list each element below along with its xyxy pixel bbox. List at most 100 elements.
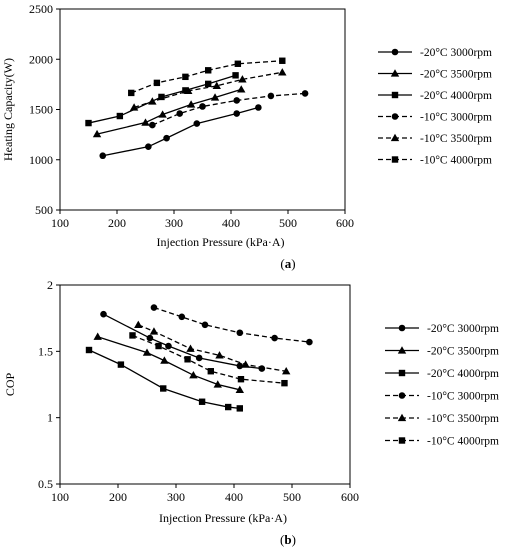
data-point (212, 81, 221, 90)
data-point (153, 79, 161, 87)
y-tick-label: 500 (35, 203, 53, 217)
x-tick-label: 200 (108, 216, 126, 230)
data-point (182, 87, 189, 94)
data-point (160, 356, 169, 364)
data-point (301, 90, 309, 97)
data-point (201, 321, 209, 329)
data-point (178, 313, 186, 321)
y-axis-label: COP (3, 373, 17, 397)
data-point (99, 152, 107, 160)
data-point (234, 60, 242, 67)
data-point (215, 351, 224, 359)
legend-marker (391, 48, 399, 56)
data-point (238, 75, 247, 83)
data-point (210, 93, 220, 101)
x-axis-label: Injection Pressure (kPa·A) (159, 511, 287, 525)
chart-panel-b: 100 200 300 400 500 600 0.5 1 1.5 2 Injection Pres… (3, 278, 499, 547)
y-tick-label: 0.5 (38, 477, 53, 491)
data-point (282, 367, 291, 375)
y-tick-label: 1 (47, 411, 53, 425)
legend-label: -20°C 3500rpm (427, 346, 499, 358)
series-2 (85, 72, 239, 127)
data-point (165, 342, 172, 350)
data-point (128, 89, 135, 97)
data-point (116, 112, 124, 120)
panel-caption: (b) (280, 532, 296, 547)
data-point (193, 120, 201, 127)
legend-entry: -10°C 4000rpm (378, 155, 492, 167)
legend-entry: -20°C 3500rpm (378, 69, 492, 81)
data-point (150, 304, 158, 311)
x-tick-label: 600 (341, 490, 359, 504)
data-point (176, 110, 183, 117)
data-point (306, 338, 313, 346)
legend-label: -10°C 3000rpm (420, 112, 492, 124)
legend-marker (390, 133, 400, 142)
legend-label: -20°C 3500rpm (420, 69, 492, 81)
data-point (92, 129, 102, 138)
data-point (129, 332, 136, 339)
legend-label: -20°C 4000rpm (427, 368, 499, 380)
x-tick-label: 100 (51, 490, 69, 504)
y-tick-label: 1.5 (38, 344, 53, 358)
data-point (236, 362, 244, 370)
series-5 (128, 57, 286, 97)
legend-marker (391, 91, 399, 99)
y-tick-label: 2000 (29, 52, 53, 66)
legend-label: -10°C 3500rpm (427, 413, 499, 425)
series-line (153, 306, 310, 343)
legend-entry: -20°C 3500rpm (385, 346, 499, 358)
data-point (142, 348, 152, 356)
data-point (129, 103, 139, 111)
series-line (152, 92, 306, 126)
data-point (160, 385, 167, 392)
x-tick-label: 400 (225, 490, 243, 504)
series-5 (129, 332, 288, 387)
legend-marker (398, 437, 406, 444)
data-point (207, 368, 214, 375)
legend-marker (398, 324, 406, 332)
data-point (158, 93, 165, 101)
series-line (133, 71, 283, 109)
legend-label: -10°C 4000rpm (420, 155, 492, 167)
data-point (225, 403, 232, 411)
data-point (198, 398, 206, 405)
data-point (145, 143, 152, 150)
legend-label: -20°C 4000rpm (420, 90, 492, 102)
series-4 (134, 320, 291, 375)
series-line (88, 74, 236, 124)
data-point (189, 371, 198, 379)
y-tick-label: 2500 (29, 2, 53, 16)
x-tick-label: 500 (283, 490, 301, 504)
series-1 (92, 85, 246, 138)
x-tick-label: 100 (51, 216, 69, 230)
x-tick-label: 300 (165, 216, 183, 230)
series-0 (99, 104, 262, 160)
legend-marker (397, 413, 407, 422)
x-tick-label: 600 (336, 216, 354, 230)
legend-entry: -20°C 3000rpm (385, 323, 499, 335)
data-point (163, 134, 170, 142)
series-line (132, 334, 285, 384)
data-point (100, 310, 107, 318)
data-point (199, 103, 206, 110)
data-point (186, 100, 196, 108)
data-point (233, 110, 240, 117)
legend-marker (391, 156, 399, 163)
y-tick-label: 1500 (29, 103, 53, 117)
data-point (281, 379, 288, 387)
legend-marker (390, 69, 400, 77)
data-point (184, 356, 191, 363)
data-point (182, 73, 189, 81)
series-2 (85, 346, 243, 412)
legend-marker (397, 346, 407, 354)
data-point (236, 405, 243, 412)
y-axis-label: Heating Capacity(W) (1, 58, 15, 161)
legend-marker (398, 392, 406, 399)
data-point (85, 346, 93, 354)
series-line (102, 106, 259, 157)
data-point (235, 385, 244, 393)
series-4 (129, 68, 287, 111)
y-tick-label: 1000 (29, 153, 53, 167)
